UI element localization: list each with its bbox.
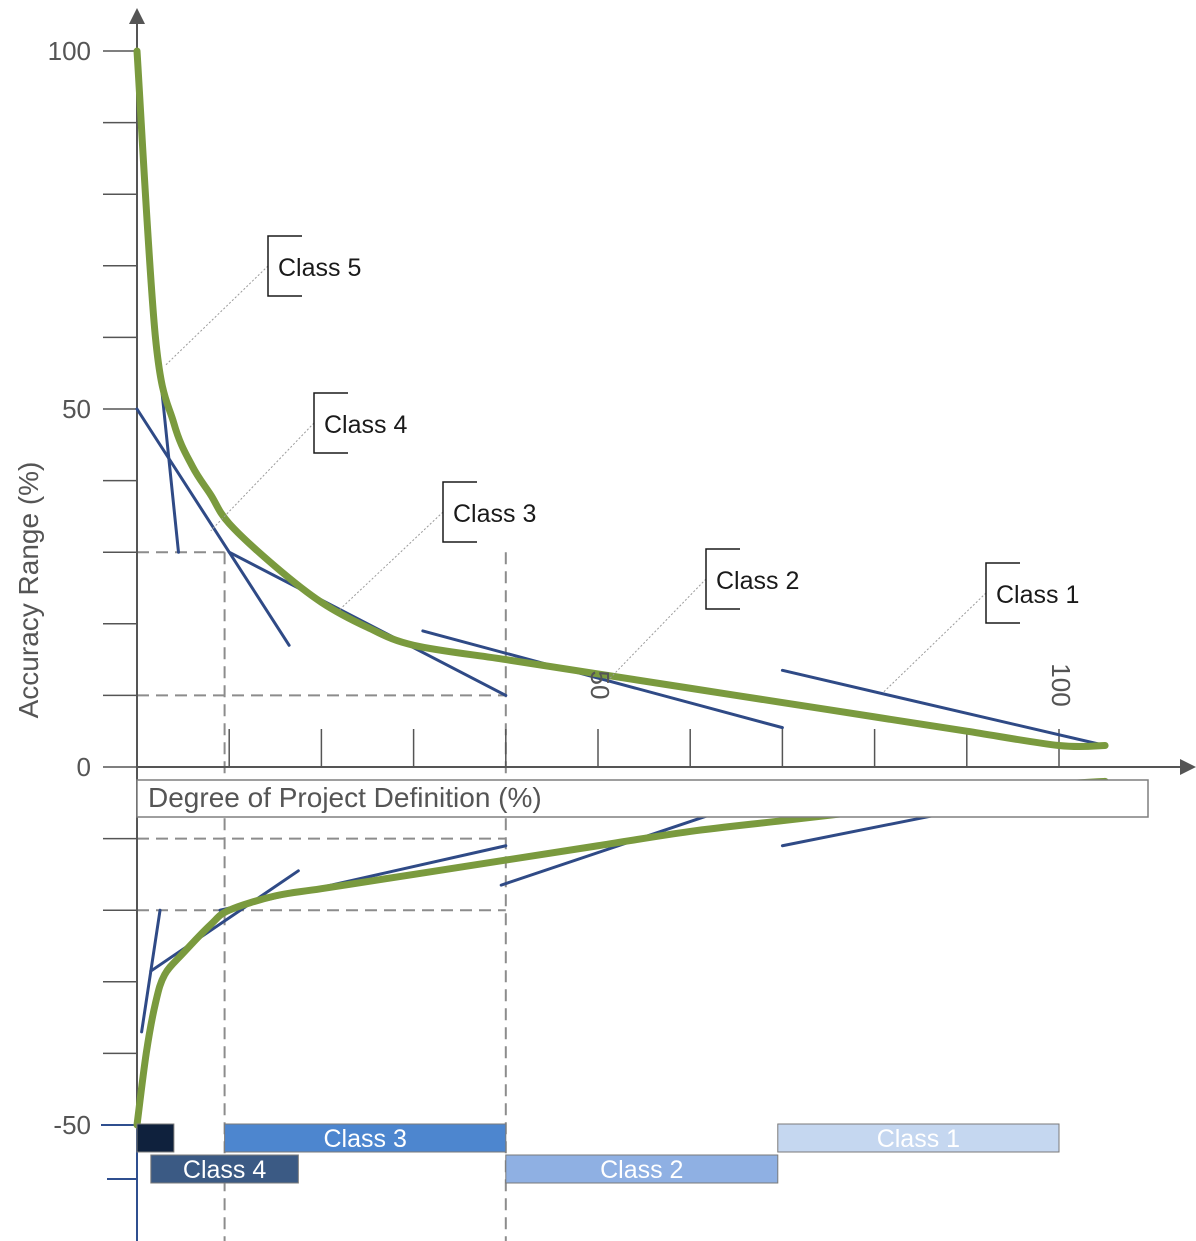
- class-range-bar: [224, 1123, 507, 1153]
- x-axis-title: Degree of Project Definition (%): [148, 782, 542, 813]
- upper-envelope-curve: [133, 47, 1109, 751]
- callout-leader-line: [339, 511, 444, 610]
- x-tick-label: 100: [1046, 663, 1076, 706]
- callout-leader-line: [210, 422, 315, 532]
- class-range-bar-label: Class 2: [600, 1156, 683, 1184]
- y-tick-label: 100: [48, 36, 91, 66]
- callout-leader-line: [883, 592, 987, 693]
- class-range-bar-label: Class 4: [183, 1156, 266, 1184]
- callout-bracket: [313, 392, 348, 454]
- x-axis-arrow: [1180, 759, 1196, 775]
- class-segment-line: [158, 371, 180, 554]
- y-axis-title: Accuracy Range (%): [13, 462, 44, 719]
- callout-label: Class 3: [453, 500, 536, 528]
- class-segment-line: [135, 407, 291, 647]
- lower-envelope-curve: [133, 777, 1109, 1129]
- tick-labels: 100 50 0 -50 50 100: [48, 36, 1077, 1140]
- class-segment-line: [149, 869, 300, 973]
- class-range-bars: Class 4 Class 3 Class 2 Class 1: [136, 1123, 1060, 1184]
- y-tick-label: -50: [53, 1110, 91, 1140]
- callout-leader-line: [164, 265, 269, 367]
- callout-bracket: [442, 481, 477, 543]
- callout-bracket: [985, 562, 1020, 624]
- x-tick-label: 50: [585, 671, 615, 700]
- callout-bracket: [705, 548, 740, 610]
- class-range-bar: [150, 1154, 299, 1184]
- callout-label: Class 5: [278, 254, 361, 282]
- callout-leader-line: [606, 578, 707, 682]
- class-range-bar-label: Class 3: [324, 1125, 407, 1153]
- callout-bracket: [267, 235, 302, 297]
- class-range-bar-label: Class 1: [877, 1125, 960, 1153]
- envelope-curves: [133, 47, 1109, 1129]
- class-range-bar: [777, 1123, 1060, 1153]
- callout-label: Class 4: [324, 411, 407, 439]
- class-callouts: Class 5 Class 4 Class 3 Class 2 Class 1: [164, 235, 1079, 693]
- class-segments: [135, 371, 1107, 1034]
- class-segment-line: [421, 629, 784, 730]
- class-segment-line: [780, 668, 1107, 748]
- y-tick-label: 0: [77, 752, 91, 782]
- callout-label: Class 2: [716, 567, 799, 595]
- class-range-bar: [136, 1123, 175, 1153]
- axes: [101, 8, 1196, 1241]
- class-range-bar: [505, 1154, 779, 1184]
- x-axis-title-box: [136, 779, 1149, 818]
- y-axis-arrow: [129, 8, 145, 24]
- y-tick-label: 50: [62, 394, 91, 424]
- callout-label: Class 1: [996, 581, 1079, 609]
